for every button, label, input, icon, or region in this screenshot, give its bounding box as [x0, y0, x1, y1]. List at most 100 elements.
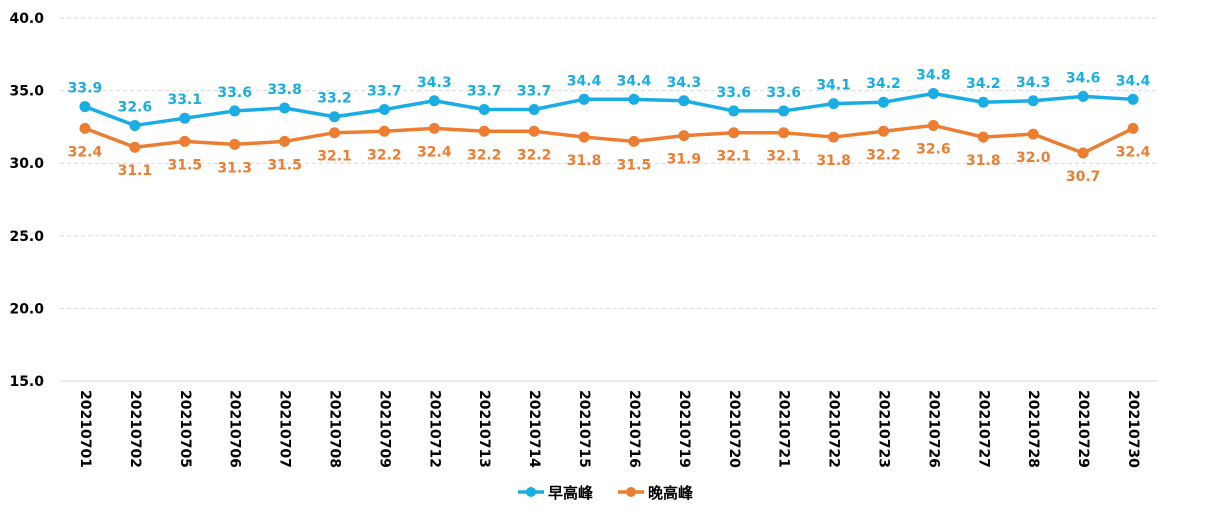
- series-0-point: [628, 93, 640, 105]
- y-tick-label: 40.0: [9, 11, 44, 27]
- series-0-data-label: 34.3: [667, 75, 702, 91]
- series-1-data-label: 31.8: [567, 153, 602, 169]
- series-1-data-label: 32.1: [317, 149, 352, 165]
- series-1-data-label: 32.0: [1016, 150, 1051, 166]
- series-1-point: [878, 125, 889, 137]
- data-labels: 33.9 32.6 33.1 33.6 33.8 33.2 33.7 34.3 33.7 33.7…: [68, 68, 1151, 186]
- y-tick-label: 20.0: [9, 301, 44, 317]
- series-line-0: [84, 91, 1134, 128]
- series-line-1: [84, 123, 1134, 155]
- series-0-point: [678, 95, 690, 107]
- series-0-data-label: 33.7: [467, 83, 502, 99]
- y-tick-label: 25.0: [9, 229, 44, 245]
- x-tick-label: 20210716: [626, 390, 642, 468]
- series-1-data-label: 31.9: [667, 152, 702, 168]
- x-tick-label: 20210712: [426, 390, 442, 468]
- y-tick-label: 35.0: [9, 84, 44, 100]
- series-1-data-label: 32.2: [467, 147, 502, 163]
- series-1-point: [378, 125, 390, 137]
- series-1-point: [79, 122, 91, 134]
- series-0-data-label: 33.2: [317, 91, 352, 107]
- x-tick-label: 20210727: [975, 390, 991, 468]
- series-1-data-label: 32.2: [866, 147, 901, 163]
- series-1-point: [828, 131, 840, 143]
- x-tick-label: 20210720: [726, 390, 742, 468]
- series-1-data-label: 31.3: [217, 160, 252, 176]
- x-tick-label: 20210702: [127, 390, 143, 468]
- series-1-point: [329, 127, 340, 139]
- series-1-data-label: 31.8: [816, 153, 851, 169]
- series-1-point: [778, 127, 790, 139]
- series-1-point: [927, 119, 939, 131]
- series-0-data-label: 34.8: [916, 68, 951, 84]
- legend-label-0: 早高峰: [548, 484, 594, 502]
- x-tick-label: 20210707: [277, 390, 293, 468]
- series-1-data-label: 32.1: [766, 149, 801, 165]
- series-1-data-label: 31.5: [617, 157, 652, 173]
- x-tick-label: 20210706: [227, 390, 243, 468]
- series-0-point: [1077, 90, 1089, 102]
- legend: 早高峰 晚高峰: [518, 484, 694, 502]
- legend-marker-0: [526, 487, 536, 497]
- series-0-point: [229, 105, 241, 117]
- series-0-data-label: 34.2: [866, 76, 901, 92]
- series-1-data-label: 31.5: [167, 157, 202, 173]
- series-0-data-label: 33.6: [766, 85, 801, 101]
- series-1-point: [1127, 122, 1139, 134]
- x-tick-label: 20210701: [77, 390, 93, 468]
- series-1-point: [728, 127, 740, 139]
- series-1-data-label: 32.2: [517, 147, 552, 163]
- series-0-data-label: 34.1: [816, 78, 851, 94]
- series-0-data-label: 33.8: [267, 82, 302, 98]
- series-0-point: [528, 103, 540, 115]
- series-0-data-label: 34.6: [1066, 70, 1101, 86]
- x-tick-label: 20210721: [776, 390, 792, 468]
- x-tick-label: 20210726: [925, 390, 941, 468]
- x-tick-label: 20210715: [576, 390, 592, 468]
- legend-label-1: 晚高峰: [648, 484, 694, 502]
- series-1-point: [528, 125, 540, 137]
- series-0-point: [129, 119, 141, 131]
- series-1-data-label: 32.1: [716, 149, 751, 165]
- series-1-point: [279, 135, 291, 147]
- x-tick-label: 20210722: [826, 390, 842, 468]
- x-tick-label: 20210730: [1125, 390, 1141, 468]
- series-0-point: [1127, 93, 1139, 105]
- series-0-data-label: 34.4: [567, 73, 602, 89]
- series-0-data-label: 34.3: [417, 75, 452, 91]
- series-1-data-label: 32.4: [417, 144, 452, 160]
- series-0-point: [329, 111, 340, 123]
- series-1-point: [578, 131, 590, 143]
- series-1-data-label: 31.5: [267, 157, 302, 173]
- series-0-data-label: 33.9: [68, 81, 103, 97]
- series-0-point: [977, 96, 989, 108]
- x-tick-label: 20210713: [476, 390, 492, 468]
- series-0-point: [778, 105, 790, 117]
- series-1-point: [628, 135, 640, 147]
- y-tick-label: 15.0: [9, 374, 44, 390]
- series-1-data-label: 31.8: [966, 153, 1001, 169]
- series-1-point: [428, 122, 440, 134]
- series-0-data-label: 33.6: [217, 85, 252, 101]
- x-tick-label: 20210729: [1075, 390, 1091, 468]
- series-1-data-label: 30.7: [1066, 169, 1101, 185]
- series-1-data-label: 32.4: [68, 144, 103, 160]
- series-1-point: [179, 135, 191, 147]
- x-tick-label: 20210719: [676, 390, 692, 468]
- series-0-data-label: 34.4: [617, 73, 652, 89]
- series-0-point: [428, 95, 440, 107]
- series-0-data-label: 32.6: [118, 99, 153, 115]
- series-0-data-label: 33.1: [167, 92, 202, 108]
- x-tick-label: 20210708: [327, 390, 343, 468]
- series-1-data-label: 32.2: [367, 147, 402, 163]
- series-layer: [79, 88, 1139, 159]
- x-tick-label: 20210714: [526, 390, 542, 468]
- series-1-data-label: 32.6: [916, 141, 951, 157]
- series-1-data-label: 31.1: [118, 163, 153, 179]
- series-0-point: [279, 102, 291, 114]
- series-0-point: [927, 88, 939, 100]
- series-1-point: [478, 125, 490, 137]
- series-0-point: [1027, 95, 1039, 107]
- series-0-point: [878, 96, 889, 108]
